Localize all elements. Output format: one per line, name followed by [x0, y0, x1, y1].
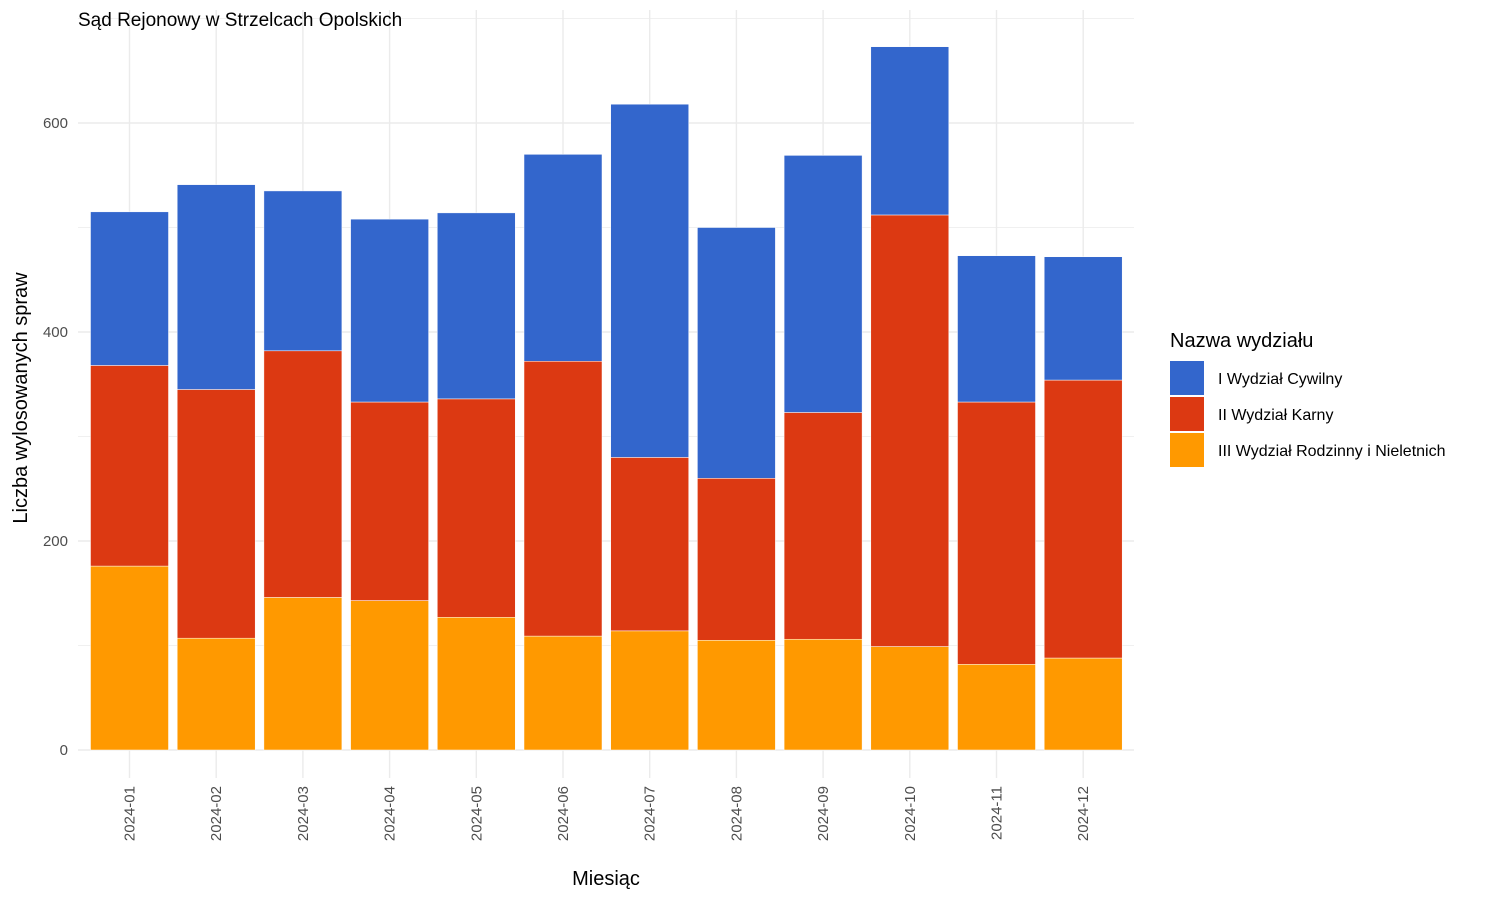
bar-segment: [263, 190, 343, 352]
bar-segment: [523, 154, 603, 362]
legend-label: I Wydział Cywilny: [1218, 371, 1342, 388]
bars: [90, 46, 1123, 751]
legend-swatch: [1170, 397, 1204, 431]
bar-segment: [350, 401, 429, 601]
x-tick-label: 2024-07: [642, 786, 659, 841]
x-tick-label: 2024-08: [728, 786, 745, 841]
bar-segment: [870, 646, 950, 751]
bar-segment: [610, 457, 689, 632]
bar-segment: [697, 227, 776, 479]
x-tick-label: 2024-04: [382, 786, 399, 841]
bar-segment: [1043, 256, 1123, 381]
bar-segment: [176, 389, 256, 639]
bar-segment: [1043, 657, 1123, 751]
y-tick-label: 0: [60, 742, 68, 759]
legend: Nazwa wydziału I Wydział Cywilny II Wydzi…: [1170, 330, 1446, 467]
bar-segment: [263, 350, 343, 598]
bar-segment: [523, 635, 603, 751]
bar-segment: [90, 365, 169, 567]
bar-segment: [783, 638, 863, 751]
bar-segment: [437, 212, 516, 400]
bar-segment: [610, 103, 689, 458]
bar-segment: [350, 218, 429, 403]
y-axis-ticks: 0 200 400 600: [43, 115, 68, 759]
bar-segment: [90, 211, 169, 366]
x-tick-label: 2024-12: [1075, 786, 1092, 841]
x-tick-label: 2024-06: [555, 786, 572, 841]
x-axis-title: Miesiąc: [572, 868, 640, 890]
bar-segment: [350, 600, 429, 751]
y-tick-label: 200: [43, 533, 68, 550]
x-tick-label: 2024-03: [295, 786, 312, 841]
y-tick-label: 600: [43, 115, 68, 132]
chart-title: Sąd Rejonowy w Strzelcach Opolskich: [78, 10, 402, 31]
legend-label: III Wydział Rodzinny i Nieletnich: [1218, 443, 1446, 460]
legend-swatch: [1170, 361, 1204, 395]
x-tick-label: 2024-09: [815, 786, 832, 841]
bar-segment: [437, 617, 516, 751]
bar-segment: [957, 401, 1036, 665]
bar-segment: [957, 255, 1036, 403]
bar-segment: [957, 664, 1036, 751]
legend-title: Nazwa wydziału: [1170, 330, 1313, 352]
bar-segment: [523, 361, 603, 637]
bar-segment: [697, 478, 776, 641]
bar-segment: [783, 412, 863, 640]
bar-segment: [263, 597, 343, 751]
x-tick-label: 2024-01: [122, 786, 139, 841]
x-tick-label: 2024-11: [989, 786, 1006, 840]
bar-segment: [870, 46, 950, 216]
bar-segment: [176, 184, 256, 390]
bar-segment: [1043, 379, 1123, 659]
legend-label: II Wydział Karny: [1218, 407, 1333, 424]
legend-swatch: [1170, 433, 1204, 467]
x-axis-ticks: 2024-01 2024-02 2024-03 2024-04 2024-05 2024-…: [122, 786, 1093, 841]
x-tick-label: 2024-10: [902, 786, 919, 841]
bar-segment: [176, 637, 256, 751]
x-tick-label: 2024-05: [468, 786, 485, 841]
bar-segment: [870, 214, 950, 647]
bar-segment: [437, 398, 516, 618]
bar-segment: [697, 640, 776, 751]
bar-segment: [90, 565, 169, 751]
x-tick-label: 2024-02: [208, 786, 225, 841]
bar-segment: [783, 155, 863, 413]
y-axis-title: Liczba wylosowanych spraw: [10, 272, 32, 524]
y-tick-label: 400: [43, 324, 68, 341]
bar-segment: [610, 630, 689, 751]
